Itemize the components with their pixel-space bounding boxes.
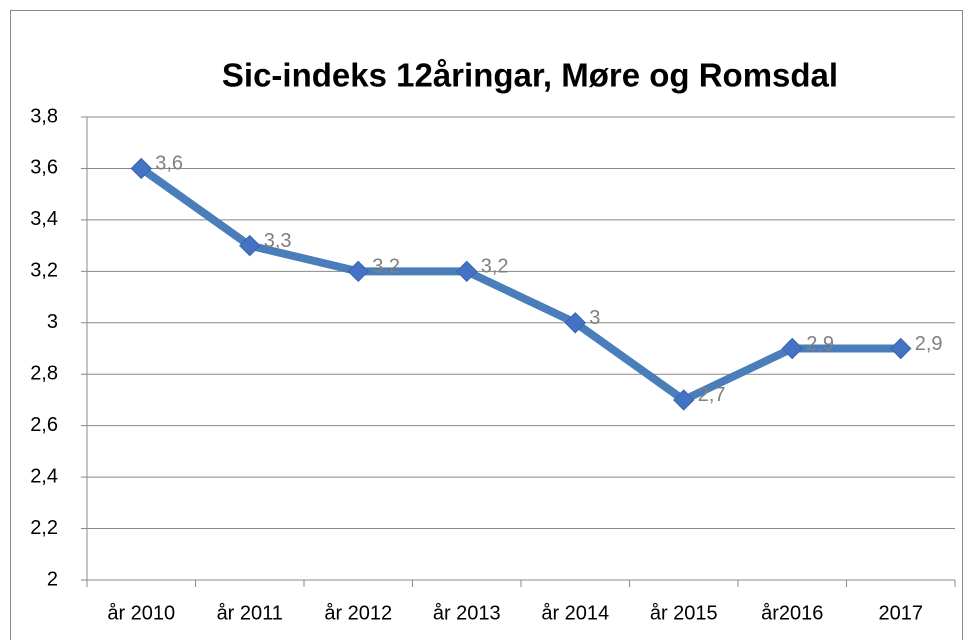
x-tick-label: år 2012 <box>324 602 392 624</box>
x-tick-label: år 2010 <box>107 602 175 624</box>
x-tick-label: år2016 <box>761 602 823 624</box>
marker <box>130 157 152 180</box>
y-tick-label: 2,8 <box>30 363 58 385</box>
y-tick-label: 2,2 <box>30 517 58 539</box>
y-tick-label: 2 <box>47 568 58 590</box>
y-tick-label: 2,4 <box>30 465 58 487</box>
value-label: 3,2 <box>481 256 509 278</box>
marker <box>673 389 695 411</box>
y-tick-label: 3,6 <box>30 157 58 179</box>
x-tick-label: år 2015 <box>650 602 718 624</box>
x-tick-label: 2017 <box>879 602 924 624</box>
value-label: 3,3 <box>264 230 292 252</box>
marker <box>239 234 261 257</box>
y-tick-label: 3 <box>47 311 58 333</box>
value-label: 2,7 <box>698 384 726 406</box>
y-tick-label: 3,4 <box>30 208 58 230</box>
x-tick-label: år 2013 <box>433 602 501 624</box>
value-label: 2,9 <box>915 333 943 355</box>
chart-title: Sic-indeks 12åringar, Møre og Romsdal <box>222 57 838 94</box>
y-tick-label: 3,8 <box>30 105 58 127</box>
x-tick-label: år 2011 <box>217 602 283 624</box>
line <box>138 165 901 404</box>
chart-border <box>10 10 963 640</box>
y-tick-label: 3,2 <box>30 260 58 282</box>
x-tick-label: år 2014 <box>541 602 609 624</box>
marker <box>564 312 586 334</box>
value-label: 3 <box>589 307 600 329</box>
value-label: 3,6 <box>155 153 183 175</box>
marker <box>347 260 369 283</box>
value-label: 2,9 <box>806 333 834 355</box>
value-label: 3,2 <box>372 256 400 278</box>
marker <box>781 337 803 360</box>
marker <box>890 337 912 360</box>
marker <box>456 260 478 283</box>
y-tick-label: 2,6 <box>30 414 58 436</box>
